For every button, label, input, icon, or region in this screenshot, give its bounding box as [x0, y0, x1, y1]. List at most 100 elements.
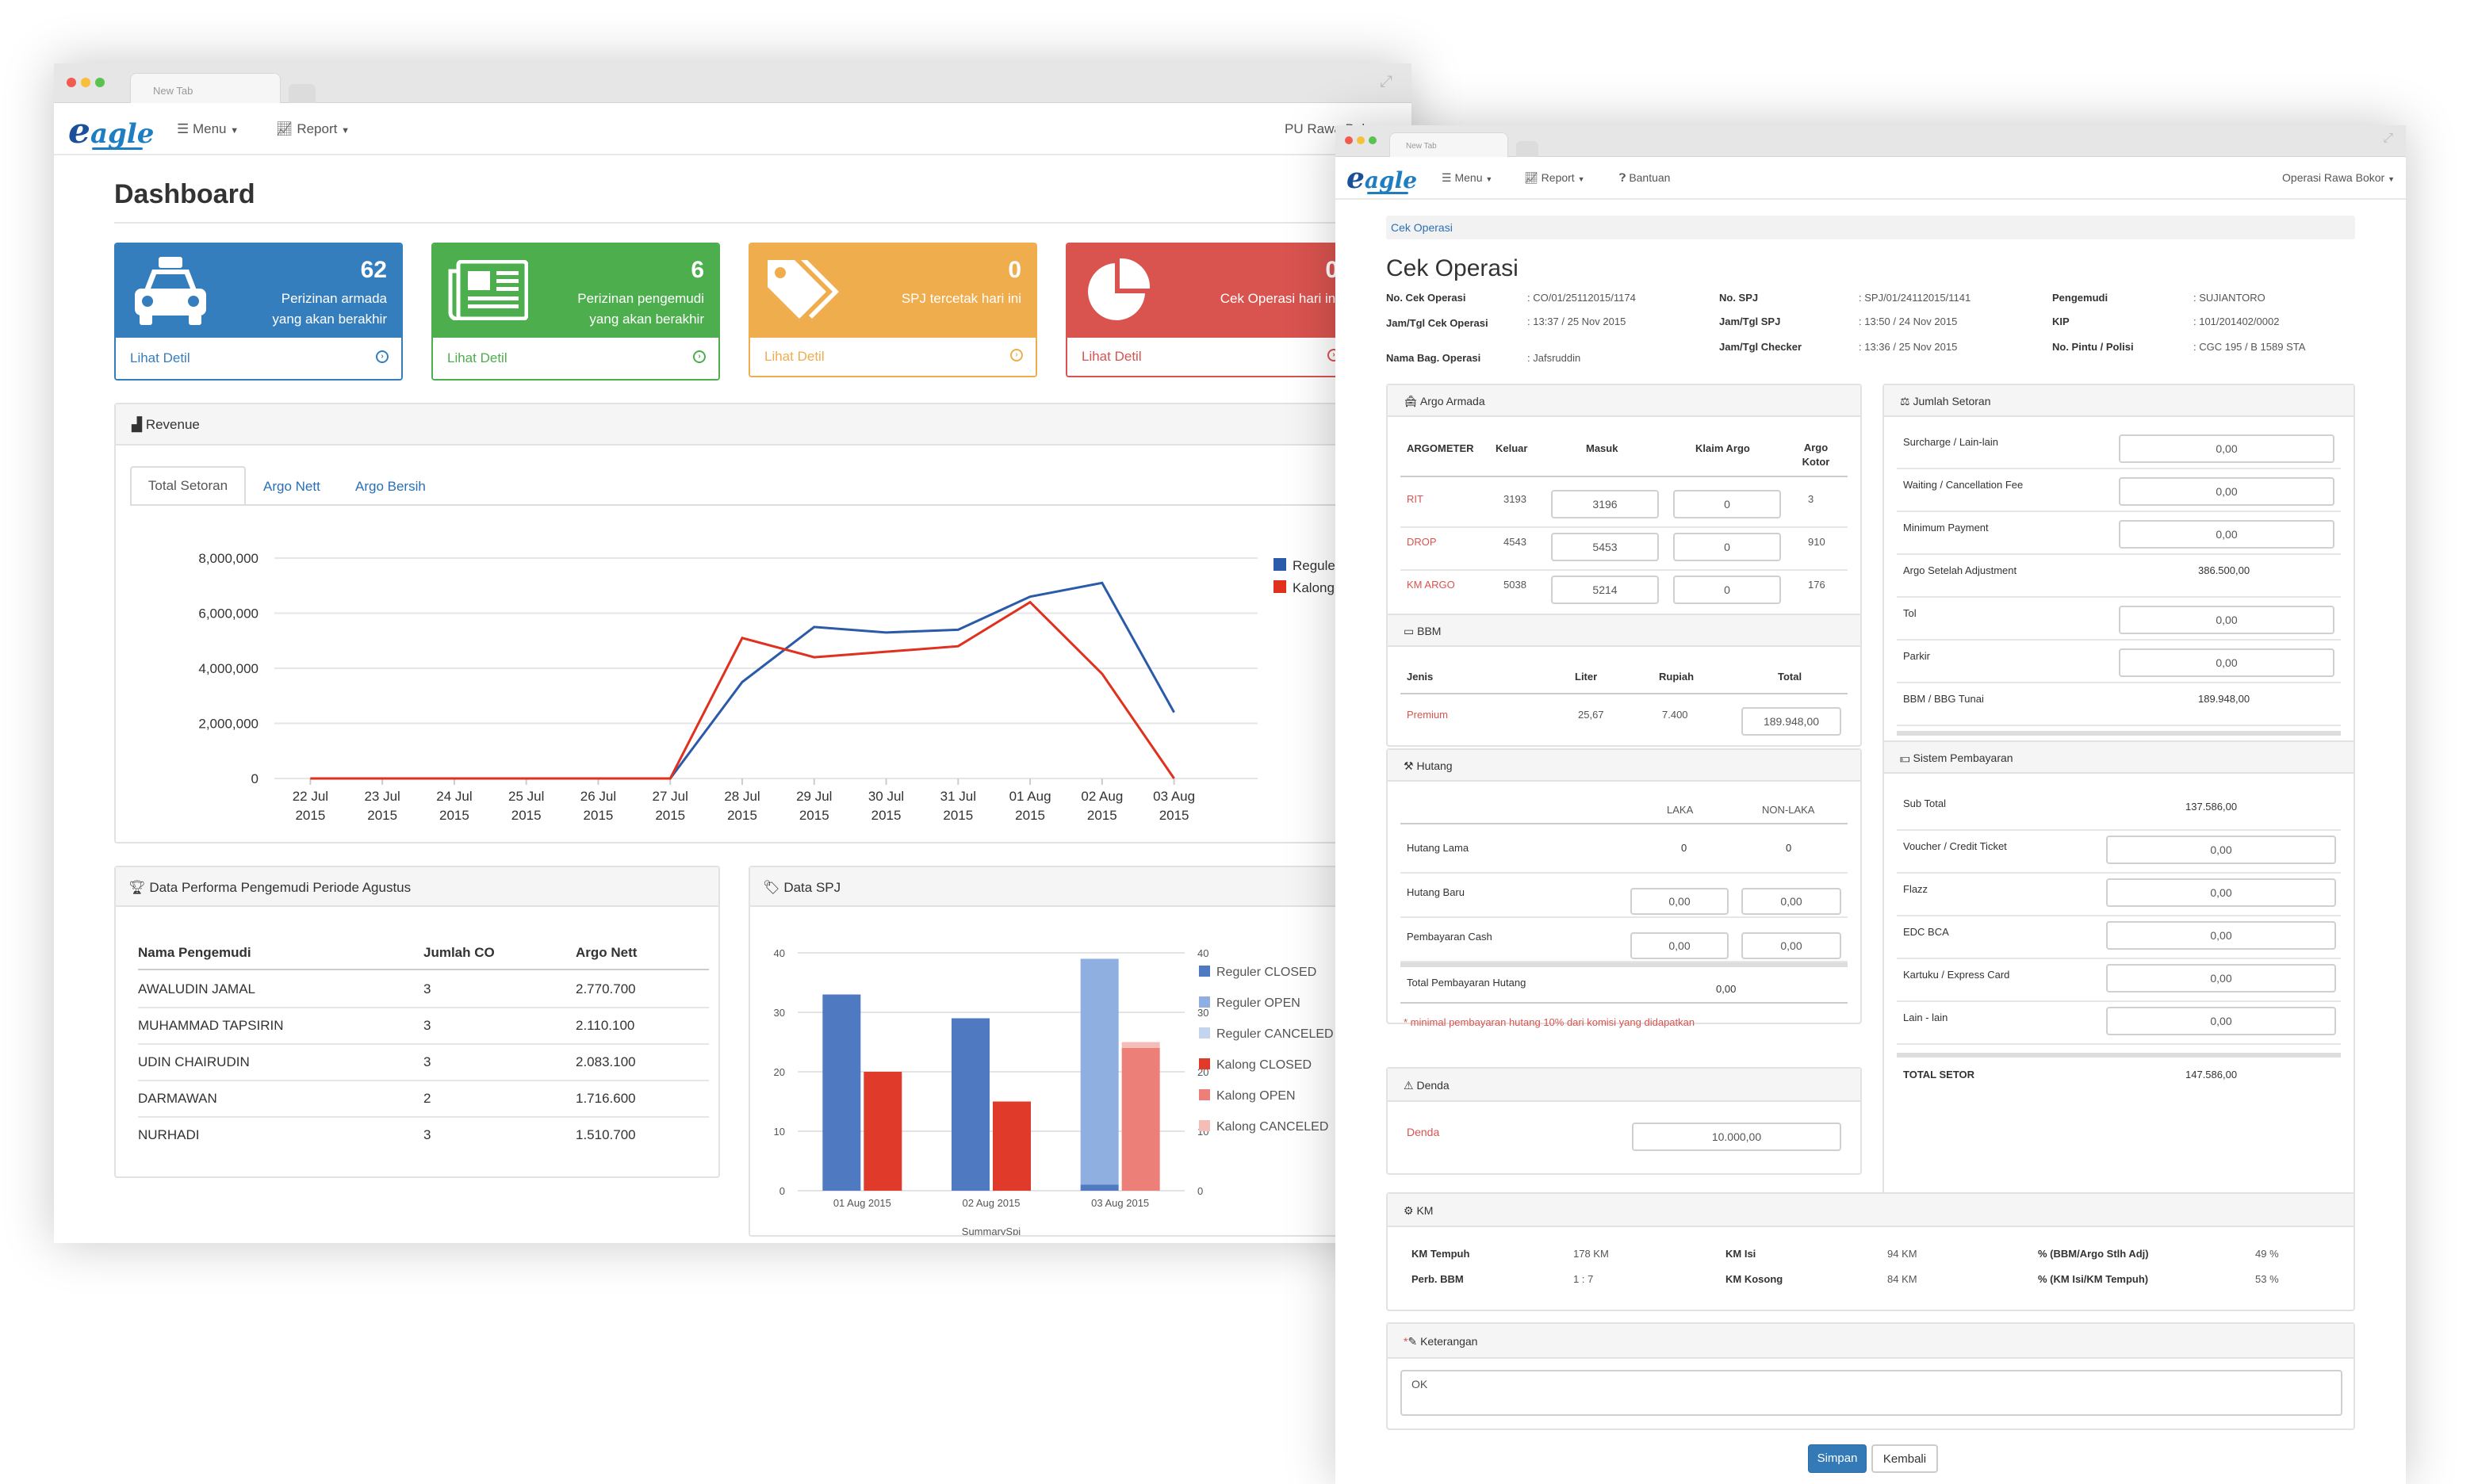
close-window-dot[interactable] — [1345, 136, 1353, 144]
argo-keluar: 3193 — [1503, 493, 1526, 505]
x-tick-label: 28 Jul — [724, 789, 760, 804]
brand-logo[interactable]: eagle — [68, 111, 155, 151]
setoran-input[interactable]: 0,00 — [2119, 606, 2334, 634]
argo-masuk-input[interactable]: 5214 — [1551, 576, 1659, 604]
info-label: Jam/Tgl Cek Operasi — [1386, 317, 1488, 329]
help-link[interactable]: ❓︎ Bantuan — [1619, 171, 1671, 184]
browser-tab[interactable]: New Tab — [130, 73, 281, 103]
setoran-input[interactable]: 0,00 — [2119, 648, 2334, 677]
setoran-input[interactable]: 0,00 — [2119, 434, 2334, 463]
table-cell: 2.110.100 — [576, 1018, 635, 1033]
argo-masuk-input[interactable]: 3196 — [1551, 490, 1659, 518]
tab-argo-bersih[interactable]: Argo Bersih — [355, 479, 426, 494]
pembayaran-input[interactable]: 0,00 — [2106, 836, 2336, 864]
hutang-nonlaka-input[interactable]: 0,00 — [1741, 932, 1841, 959]
card-link[interactable]: Lihat Detil › — [116, 338, 401, 379]
setoran-label: Parkir — [1903, 650, 1930, 662]
argo-klaim-input[interactable]: 0 — [1673, 490, 1781, 518]
setoran-input[interactable]: 0,00 — [2119, 520, 2334, 549]
row-divider — [1897, 829, 2341, 831]
expand-icon[interactable]: ⤢ — [2383, 132, 2393, 145]
info-grid: No. Cek Operasi: CO/01/25112015/1174 Jam/… — [1386, 292, 2354, 364]
new-tab-button[interactable] — [289, 84, 316, 103]
table-cell: 3 — [423, 1054, 431, 1069]
bbm-total-input[interactable]: 189.948,00 — [1741, 707, 1841, 736]
card-link[interactable]: Lihat Detil › — [1067, 338, 1353, 376]
caret-down-icon: ▼ — [230, 126, 239, 136]
denda-input[interactable]: 10.000,00 — [1632, 1123, 1841, 1151]
hutang-label: Hutang Baru — [1407, 886, 1465, 898]
keterangan-textarea[interactable]: OK — [1400, 1370, 2342, 1416]
link-label: Lihat Detil — [1082, 349, 1142, 364]
bar-kalong-open — [1121, 1048, 1160, 1191]
report-dropdown[interactable]: 📈︎ Report ▼ — [1524, 171, 1585, 184]
y-tick-label-left: 40 — [774, 947, 785, 959]
panel-heading: ⚖︎ Jumlah Setoran — [1884, 385, 2354, 417]
card-link[interactable]: Lihat Detil › — [433, 338, 718, 379]
maximize-window-dot[interactable] — [1369, 136, 1377, 144]
page-title: Cek Operasi — [1386, 255, 1519, 281]
series-line-reguler — [310, 581, 1175, 780]
breadcrumb[interactable]: Cek Operasi — [1386, 216, 2355, 239]
pembayaran-label: Lain - lain — [1903, 1012, 1948, 1023]
new-tab-button[interactable] — [1516, 141, 1538, 157]
expand-icon[interactable]: ⤢ — [1380, 73, 1392, 90]
argo-table: ARGOMETER Keluar Masuk Klaim Argo Argo Kotor… — [1388, 417, 1860, 622]
tab-argo-nett[interactable]: Argo Nett — [263, 479, 320, 494]
pembayaran-input[interactable]: 0,00 — [2106, 1007, 2336, 1035]
pembayaran-input[interactable]: 0,00 — [2106, 921, 2336, 950]
y-tick-label-left: 10 — [774, 1126, 785, 1138]
legend-label: Kalong OPEN — [1216, 1089, 1296, 1103]
x-tick-label: 02 Aug — [1081, 789, 1123, 804]
card-spj: 0 SPJ tercetak hari ini Lihat Detil › — [749, 243, 1037, 377]
argo-masuk-input[interactable]: 5453 — [1551, 533, 1659, 561]
brand-logo[interactable]: eagle — [1346, 162, 1418, 195]
tab-divider — [130, 504, 1399, 506]
user-menu[interactable]: Operasi Rawa Bokor ▼ — [2282, 171, 2395, 184]
report-dropdown[interactable]: 📈︎ Report ▼ — [276, 121, 350, 137]
info-value: : 13:50 / 24 Nov 2015 — [1859, 316, 1958, 327]
argo-row-label: KM ARGO — [1407, 579, 1455, 591]
hutang-laka-input[interactable]: 0,00 — [1630, 932, 1729, 959]
performa-panel: 🏆︎ Data Performa Pengemudi Periode Agust… — [114, 866, 720, 1178]
tab-total-setoran[interactable]: Total Setoran — [130, 466, 246, 506]
cogs-icon: ⚙︎ — [1404, 1204, 1414, 1217]
x-tick-year: 2015 — [1159, 808, 1189, 823]
back-button[interactable]: Kembali — [1871, 1444, 1938, 1473]
row-divider — [1897, 958, 2341, 959]
tag-icon: 🏷︎ — [763, 880, 780, 895]
setoran-value: 386.500,00 — [2198, 564, 2250, 576]
x-tick-label: 03 Aug — [1153, 789, 1195, 804]
card-link[interactable]: Lihat Detil › — [750, 338, 1036, 376]
info-value: : Jafsruddin — [1527, 352, 1581, 364]
maximize-window-dot[interactable] — [95, 78, 105, 87]
column-header: Total — [1778, 671, 1802, 683]
x-tick-year: 2015 — [1087, 808, 1117, 823]
menu-dropdown[interactable]: ☰ Menu ▼ — [1442, 171, 1493, 184]
x-tick-label: 31 Jul — [940, 789, 976, 804]
argo-armada-panel: 🚖︎ Argo Armada ARGOMETER Keluar Masuk Klaim… — [1386, 384, 1862, 623]
browser-tab[interactable]: New Tab — [1389, 132, 1508, 157]
hutang-nonlaka-input[interactable]: 0,00 — [1741, 888, 1841, 915]
save-button[interactable]: Simpan — [1808, 1444, 1867, 1473]
link-label: Lihat Detil — [447, 350, 507, 365]
argo-klaim-input[interactable]: 0 — [1673, 576, 1781, 604]
minimize-window-dot[interactable] — [1357, 136, 1365, 144]
setoran-input[interactable]: 0,00 — [2119, 477, 2334, 506]
x-tick-label: 24 Jul — [436, 789, 472, 804]
close-window-dot[interactable] — [67, 78, 76, 87]
argo-klaim-input[interactable]: 0 — [1673, 533, 1781, 561]
hutang-laka-input[interactable]: 0,00 — [1630, 888, 1729, 915]
panel-heading: ⚒︎ Hutang — [1388, 750, 1860, 782]
card-count: 0 — [1008, 257, 1021, 283]
arrow-circle-right-icon: › — [1010, 349, 1023, 361]
column-header: Keluar — [1496, 442, 1528, 454]
hutang-label: Pembayaran Cash — [1407, 931, 1492, 943]
pembayaran-input[interactable]: 0,00 — [2106, 878, 2336, 907]
trophy-icon: 🏆︎ — [128, 880, 146, 895]
pembayaran-label: Flazz — [1903, 883, 1928, 895]
menu-dropdown[interactable]: ☰ Menu ▼ — [177, 121, 239, 137]
minimize-window-dot[interactable] — [81, 78, 90, 87]
x-tick-year: 2015 — [367, 808, 397, 823]
pembayaran-input[interactable]: 0,00 — [2106, 964, 2336, 993]
